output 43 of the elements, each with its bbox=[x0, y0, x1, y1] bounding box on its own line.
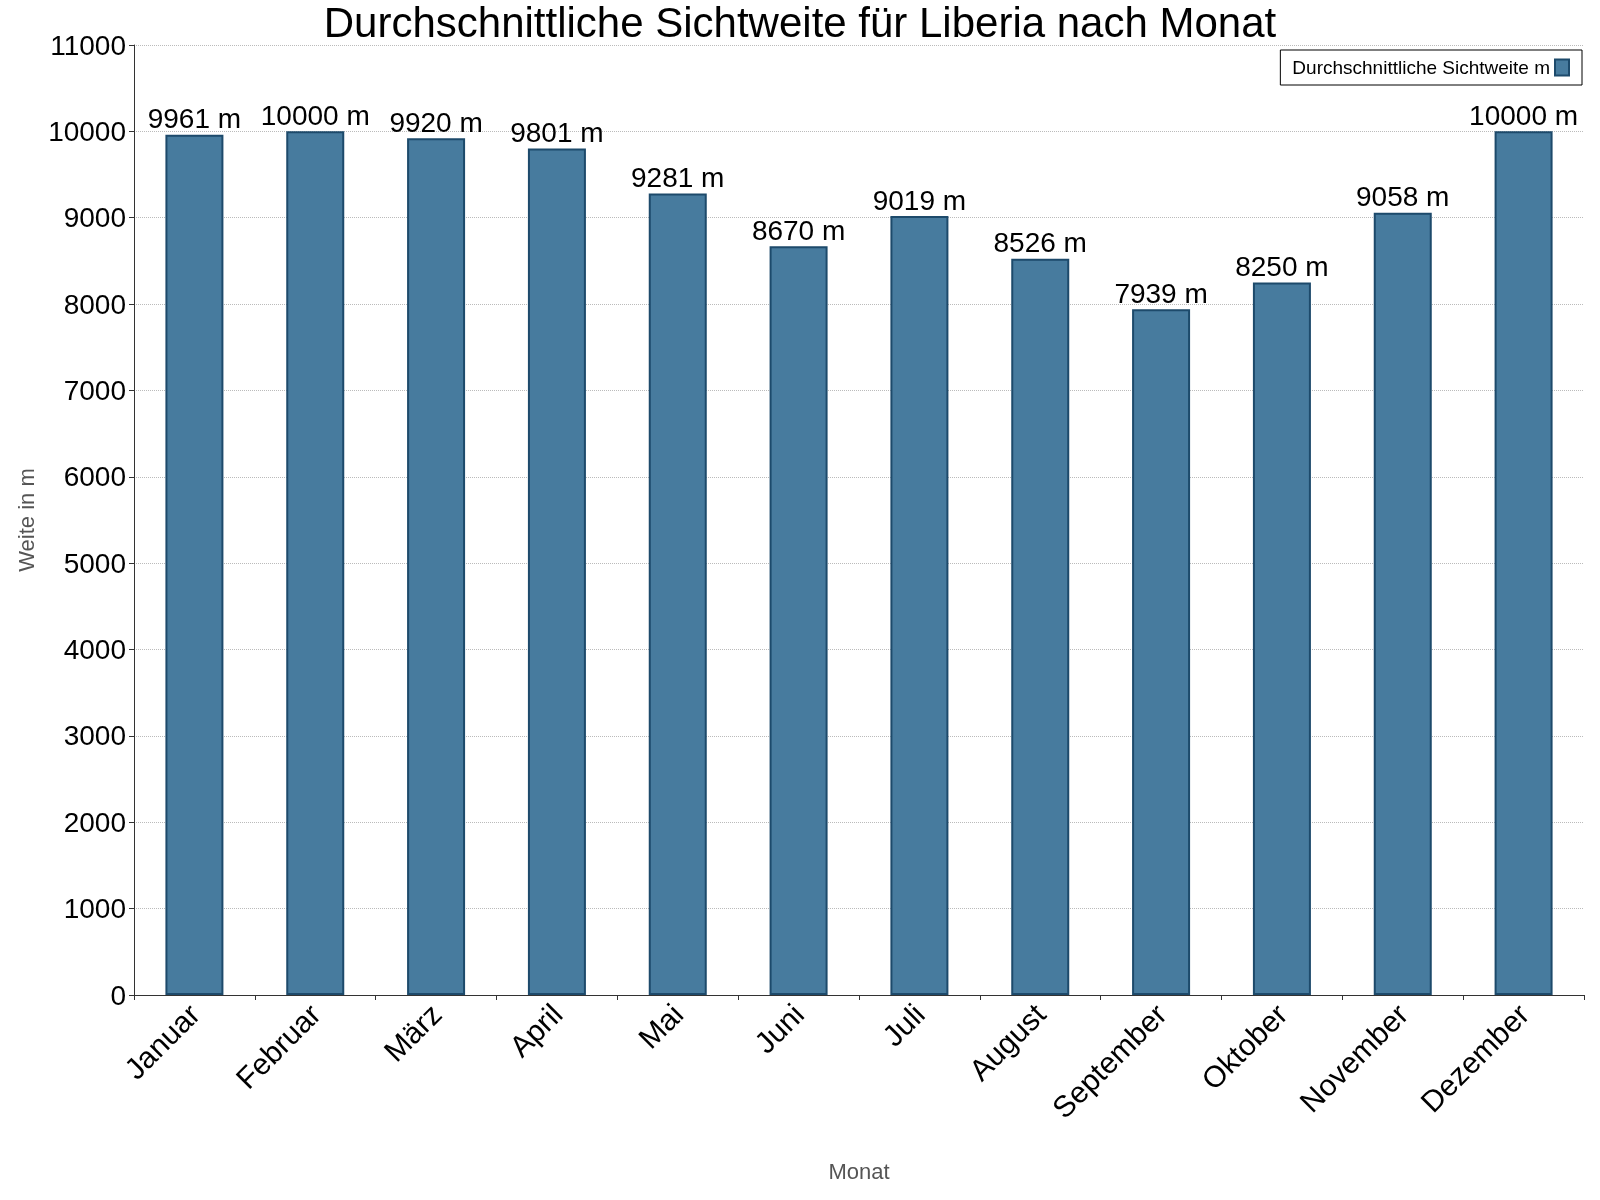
data-label: 9961 m bbox=[147, 103, 242, 135]
x-tick-label: Juni bbox=[748, 997, 811, 1060]
legend-label: Durchschnittliche Sichtweite m bbox=[1292, 57, 1550, 78]
data-label: 8250 m bbox=[1235, 251, 1329, 282]
y-tick-label: 3000 bbox=[63, 720, 126, 752]
y-tick-label: 1000 bbox=[63, 893, 126, 925]
x-tick-label: Juli bbox=[875, 997, 932, 1053]
bar bbox=[1132, 309, 1191, 995]
y-tick-label: 11000 bbox=[50, 29, 126, 61]
bar bbox=[890, 216, 949, 995]
chart-title: Durchschnittliche Sichtweite für Liberia nach Monat bbox=[323, 0, 1277, 46]
data-label: 9019 m bbox=[872, 184, 967, 216]
y-tick-label: 0 bbox=[110, 979, 126, 1011]
y-tick-label: 5000 bbox=[63, 547, 126, 579]
x-tick-label: Mai bbox=[631, 997, 690, 1055]
bar bbox=[286, 131, 345, 995]
x-axis-title: Monat bbox=[828, 1158, 890, 1184]
bar bbox=[1252, 282, 1311, 995]
data-label: 9281 m bbox=[631, 161, 725, 193]
bar bbox=[769, 246, 828, 995]
data-label: 9920 m bbox=[389, 106, 483, 138]
y-tick-label: 6000 bbox=[63, 461, 126, 493]
y-axis-title: Weite in m bbox=[13, 468, 39, 572]
bar bbox=[407, 138, 466, 995]
data-label: 8526 m bbox=[993, 227, 1087, 259]
y-tick-label: 8000 bbox=[63, 288, 126, 320]
bar bbox=[1011, 258, 1070, 995]
y-tick-label: 4000 bbox=[63, 634, 126, 666]
y-tick-label: 10000 bbox=[48, 115, 126, 147]
bar bbox=[165, 134, 224, 995]
bar bbox=[1373, 212, 1432, 995]
data-label: 9801 m bbox=[510, 117, 604, 149]
y-tick-label: 9000 bbox=[63, 202, 126, 234]
data-label: 10000 m bbox=[1469, 99, 1579, 131]
y-tick-label: 2000 bbox=[63, 806, 126, 838]
bar bbox=[648, 193, 707, 995]
data-label: 8670 m bbox=[751, 214, 846, 246]
bar bbox=[527, 148, 586, 995]
y-tick-label: 7000 bbox=[63, 374, 126, 406]
bar bbox=[1494, 131, 1553, 995]
data-label: 7939 m bbox=[1114, 277, 1208, 309]
data-label: 10000 m bbox=[260, 99, 370, 131]
data-label: 9058 m bbox=[1356, 181, 1450, 213]
